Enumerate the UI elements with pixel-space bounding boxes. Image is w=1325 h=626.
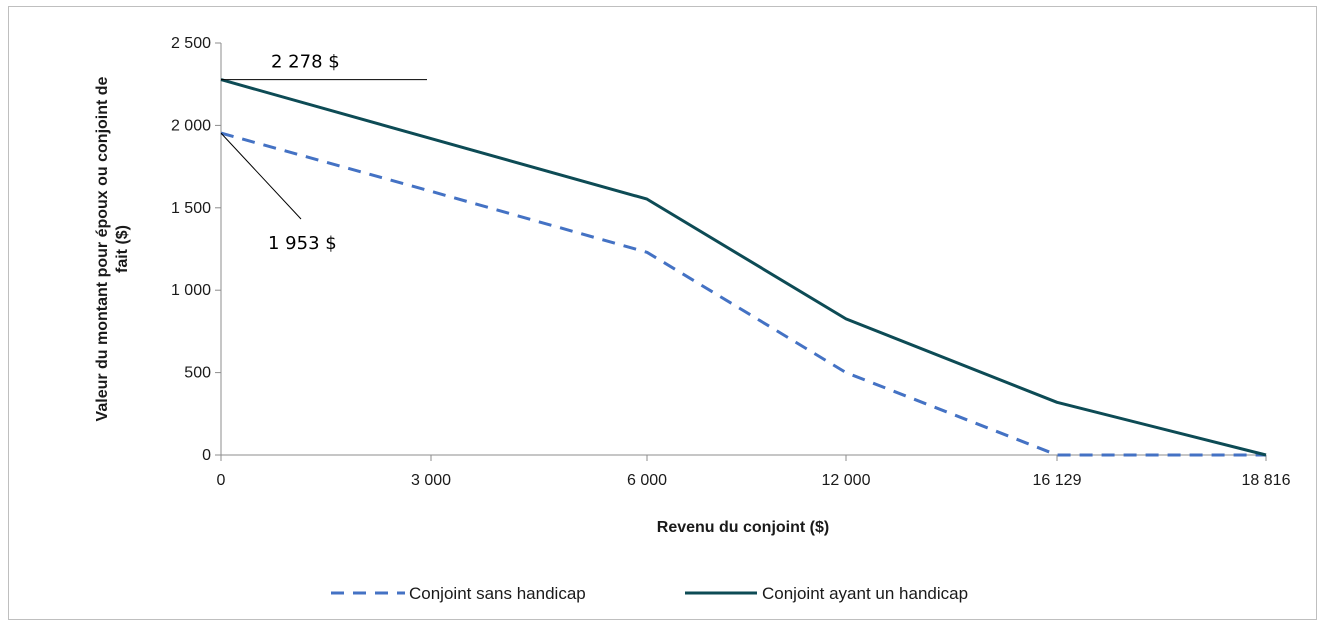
legend-label: Conjoint sans handicap bbox=[409, 584, 586, 603]
x-tick-labels: 0 3 000 6 000 12 000 16 129 18 816 bbox=[217, 472, 1291, 489]
y-tick-labels: 0 500 1 000 1 500 2 000 2 500 bbox=[171, 35, 211, 464]
x-tick-label: 0 bbox=[217, 472, 226, 489]
x-tick-label: 6 000 bbox=[627, 472, 667, 489]
legend-label: Conjoint ayant un handicap bbox=[762, 584, 968, 603]
series-lines bbox=[220, 78, 1267, 457]
annotation-label: 1 953 $ bbox=[268, 233, 337, 254]
annotation-label: 2 278 $ bbox=[271, 52, 340, 73]
y-tick-label: 2 000 bbox=[171, 117, 211, 134]
y-tick-label: 500 bbox=[184, 365, 211, 382]
x-tick-label: 3 000 bbox=[411, 472, 451, 489]
annotations: 2 278 $ 1 953 $ bbox=[220, 52, 427, 254]
y-tick-label: 1 500 bbox=[171, 200, 211, 217]
y-axis-title-line: fait ($) bbox=[114, 225, 131, 273]
legend: Conjoint sans handicap Conjoint ayant un … bbox=[331, 584, 968, 603]
x-tick-label: 18 816 bbox=[1242, 472, 1291, 489]
x-tick-label: 16 129 bbox=[1033, 472, 1082, 489]
x-axis-title: Revenu du conjoint ($) bbox=[657, 519, 829, 536]
axes bbox=[215, 42, 1267, 461]
annotation-leader bbox=[220, 132, 302, 220]
y-tick-label: 2 500 bbox=[171, 35, 211, 52]
chart-frame: Valeur du montant pour époux ou conjoint… bbox=[8, 6, 1317, 620]
series-line-2 bbox=[220, 78, 1267, 457]
x-tick-label: 12 000 bbox=[822, 472, 871, 489]
y-axis-title-line: Valeur du montant pour époux ou conjoint… bbox=[94, 76, 111, 421]
y-axis-title: Valeur du montant pour époux ou conjoint… bbox=[94, 76, 131, 421]
y-tick-label: 0 bbox=[202, 447, 211, 464]
series-line-1 bbox=[220, 131, 1266, 457]
line-chart: Valeur du montant pour époux ou conjoint… bbox=[94, 35, 1291, 603]
y-tick-label: 1 000 bbox=[171, 282, 211, 299]
